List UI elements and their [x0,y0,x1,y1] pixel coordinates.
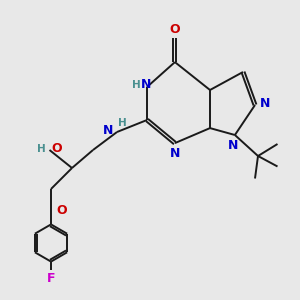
Text: H: H [118,118,127,128]
Text: N: N [228,139,239,152]
Text: N: N [103,124,113,137]
Text: N: N [170,147,180,160]
Text: O: O [51,142,62,155]
Text: N: N [260,97,270,110]
Text: O: O [56,203,67,217]
Text: N: N [141,78,152,91]
Text: F: F [47,272,55,285]
Text: O: O [169,23,180,36]
Text: H: H [132,80,140,90]
Text: H: H [37,143,46,154]
